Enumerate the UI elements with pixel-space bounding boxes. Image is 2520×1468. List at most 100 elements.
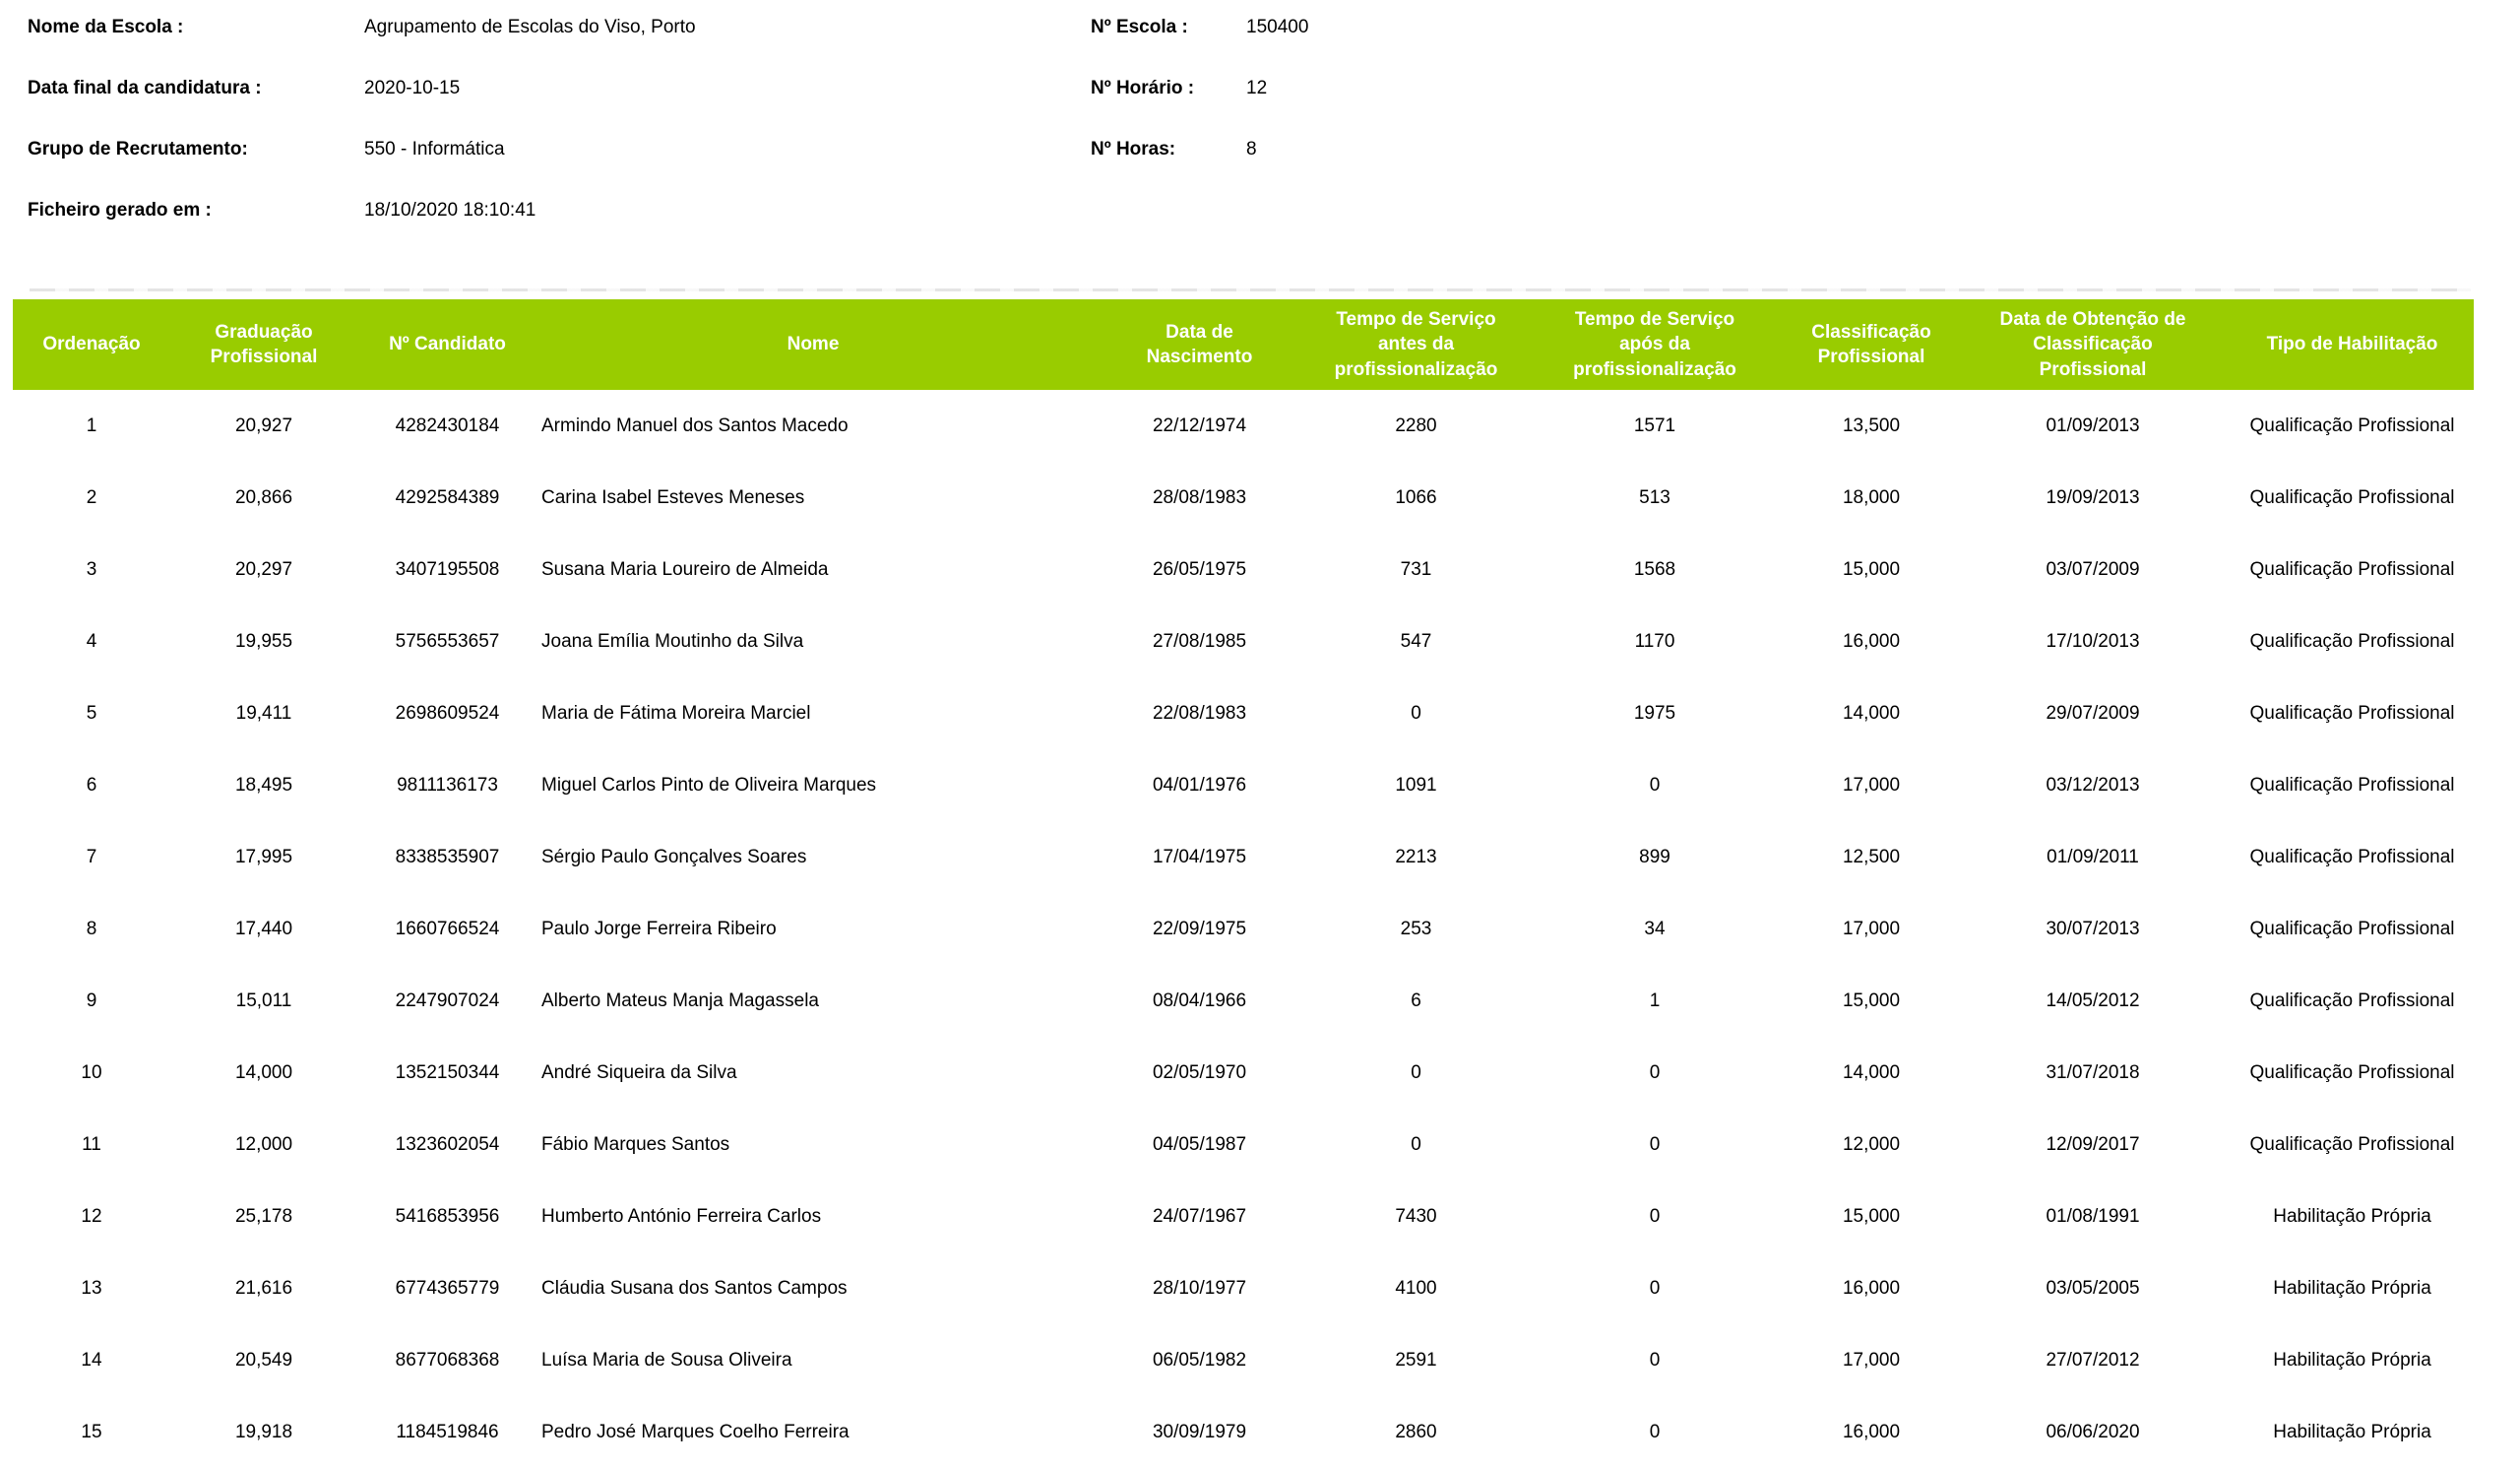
cell-ordenacao: 7: [86, 846, 97, 867]
cell-tempo-servico-antes: 2213: [1395, 846, 1437, 867]
cell-classificacao-profissional: 12,500: [1842, 846, 1901, 867]
cell-numero-candidato: 1184519846: [396, 1421, 499, 1442]
cell-tipo-habilitacao: Qualificação Profissional: [2249, 486, 2455, 508]
cell-classificacao-profissional: 17,000: [1842, 1349, 1901, 1371]
cell-data-nascimento: 04/05/1987: [1152, 1133, 1247, 1155]
info-row-hours-number: Nº Horas: 8: [1091, 136, 1257, 163]
cell-nome: Paulo Jorge Ferreira Ribeiro: [541, 918, 777, 939]
cell-ordenacao: 1: [86, 415, 97, 436]
cell-tempo-servico-apos: 0: [1649, 1205, 1661, 1227]
info-row-application-deadline: Data final da candidatura : 2020-10-15: [28, 75, 460, 102]
cell-graduacao-profissional: 20,927: [234, 415, 293, 436]
cell-data-obtencao-classificacao: 12/09/2017: [2046, 1133, 2140, 1155]
cell-nome: Fábio Marques Santos: [541, 1133, 730, 1155]
cell-nome: Alberto Mateus Manja Magassela: [541, 989, 819, 1011]
cell-numero-candidato: 9811136173: [397, 774, 498, 796]
school-name-label: Nome da Escola :: [28, 17, 184, 37]
cell-classificacao-profissional: 12,000: [1842, 1133, 1901, 1155]
cell-tempo-servico-antes: 0: [1411, 702, 1421, 724]
cell-tempo-servico-apos: 1170: [1634, 630, 1675, 652]
header-info: Nome da Escola : Agrupamento de Escolas …: [0, 0, 2520, 295]
cell-ordenacao: 10: [81, 1061, 102, 1083]
cell-tipo-habilitacao: Habilitação Própria: [2273, 1421, 2431, 1442]
column-header-tipo-habilitacao: Tipo de Habilitação: [2231, 299, 2474, 390]
file-generated-label: Ficheiro gerado em :: [28, 200, 212, 221]
hours-number-value: 8: [1246, 139, 1257, 160]
cell-data-nascimento: 22/12/1974: [1152, 415, 1247, 436]
table-body: 1 20,927 4282430184 Armindo Manuel dos S…: [13, 390, 2474, 1468]
table-row: 11 12,000 1323602054 Fábio Marques Santo…: [13, 1109, 2474, 1181]
cell-data-obtencao-classificacao: 29/07/2009: [2046, 702, 2140, 724]
cell-classificacao-profissional: 15,000: [1842, 989, 1901, 1011]
cell-tempo-servico-apos: 0: [1649, 1061, 1661, 1083]
cell-ordenacao: 12: [81, 1205, 102, 1227]
cell-graduacao-profissional: 20,549: [234, 1349, 293, 1371]
table-row: 4 19,955 5756553657 Joana Emília Moutinh…: [13, 606, 2474, 677]
cell-graduacao-profissional: 21,616: [234, 1277, 293, 1299]
cell-data-nascimento: 06/05/1982: [1152, 1349, 1247, 1371]
cell-classificacao-profissional: 17,000: [1842, 774, 1901, 796]
cell-nome: Cláudia Susana dos Santos Campos: [541, 1277, 848, 1299]
column-header-nome: Nome: [537, 299, 1089, 390]
cell-tipo-habilitacao: Qualificação Profissional: [2249, 1133, 2455, 1155]
column-header-classificacao-profissional: Classificação Profissional: [1788, 299, 1955, 390]
cell-data-nascimento: 08/04/1966: [1152, 989, 1247, 1011]
cell-data-obtencao-classificacao: 30/07/2013: [2046, 918, 2140, 939]
cell-data-obtencao-classificacao: 19/09/2013: [2046, 486, 2140, 508]
info-row-school-name: Nome da Escola : Agrupamento de Escolas …: [28, 14, 696, 41]
table-row: 15 19,918 1184519846 Pedro José Marques …: [13, 1396, 2474, 1468]
cell-ordenacao: 15: [81, 1421, 102, 1442]
cell-ordenacao: 9: [86, 989, 97, 1011]
table-row: 14 20,549 8677068368 Luísa Maria de Sous…: [13, 1324, 2474, 1396]
cell-tempo-servico-antes: 2280: [1395, 415, 1437, 436]
cell-numero-candidato: 6774365779: [395, 1277, 500, 1299]
cell-classificacao-profissional: 15,000: [1842, 1205, 1901, 1227]
cell-tipo-habilitacao: Qualificação Profissional: [2249, 702, 2455, 724]
cell-tempo-servico-apos: 1: [1649, 989, 1661, 1011]
info-row-recruitment-group: Grupo de Recrutamento: 550 - Informática: [28, 136, 505, 163]
cell-ordenacao: 6: [86, 774, 97, 796]
cell-numero-candidato: 4282430184: [395, 415, 500, 436]
cell-classificacao-profissional: 14,000: [1842, 702, 1901, 724]
cell-tempo-servico-antes: 547: [1400, 630, 1432, 652]
table-row: 2 20,866 4292584389 Carina Isabel Esteve…: [13, 462, 2474, 534]
table-row: 12 25,178 5416853956 Humberto António Fe…: [13, 1181, 2474, 1252]
cell-numero-candidato: 8677068368: [395, 1349, 500, 1371]
cell-tempo-servico-antes: 0: [1411, 1061, 1421, 1083]
cell-tempo-servico-antes: 4100: [1395, 1277, 1437, 1299]
cell-tempo-servico-antes: 2860: [1395, 1421, 1437, 1442]
cell-data-nascimento: 28/08/1983: [1152, 486, 1247, 508]
cell-numero-candidato: 8338535907: [395, 846, 500, 867]
cell-tempo-servico-apos: 1975: [1633, 702, 1676, 724]
cell-graduacao-profissional: 19,955: [234, 630, 293, 652]
cell-tempo-servico-apos: 0: [1649, 774, 1661, 796]
cell-classificacao-profissional: 14,000: [1842, 1061, 1901, 1083]
table-header-row: Ordenação Graduação Profissional Nº Cand…: [13, 299, 2474, 390]
cell-tempo-servico-apos: 0: [1649, 1277, 1661, 1299]
table-row: 13 21,616 6774365779 Cláudia Susana dos …: [13, 1252, 2474, 1324]
school-number-label: Nº Escola :: [1091, 17, 1188, 37]
cell-tipo-habilitacao: Qualificação Profissional: [2249, 558, 2455, 580]
cell-numero-candidato: 1323602054: [395, 1133, 500, 1155]
recruitment-group-value: 550 - Informática: [364, 139, 505, 160]
cell-numero-candidato: 1352150344: [395, 1061, 500, 1083]
cell-tempo-servico-antes: 731: [1400, 558, 1432, 580]
info-row-schedule-number: Nº Horário : 12: [1091, 75, 1267, 102]
cell-tempo-servico-antes: 2591: [1395, 1349, 1437, 1371]
cell-ordenacao: 13: [81, 1277, 102, 1299]
cell-classificacao-profissional: 16,000: [1842, 1421, 1901, 1442]
cell-data-obtencao-classificacao: 14/05/2012: [2046, 989, 2140, 1011]
cell-nome: Sérgio Paulo Gonçalves Soares: [541, 846, 807, 867]
cell-nome: Armindo Manuel dos Santos Macedo: [541, 415, 849, 436]
school-name-value: Agrupamento de Escolas do Viso, Porto: [364, 17, 696, 37]
cell-numero-candidato: 1660766524: [395, 918, 500, 939]
cell-classificacao-profissional: 16,000: [1842, 1277, 1901, 1299]
cell-data-obtencao-classificacao: 03/07/2009: [2046, 558, 2140, 580]
faint-divider: [30, 288, 2471, 291]
cell-ordenacao: 14: [81, 1349, 102, 1371]
cell-data-obtencao-classificacao: 01/09/2011: [2047, 846, 2139, 867]
cell-nome: Miguel Carlos Pinto de Oliveira Marques: [541, 774, 877, 796]
cell-data-nascimento: 17/04/1975: [1152, 846, 1247, 867]
cell-data-nascimento: 22/08/1983: [1152, 702, 1247, 724]
